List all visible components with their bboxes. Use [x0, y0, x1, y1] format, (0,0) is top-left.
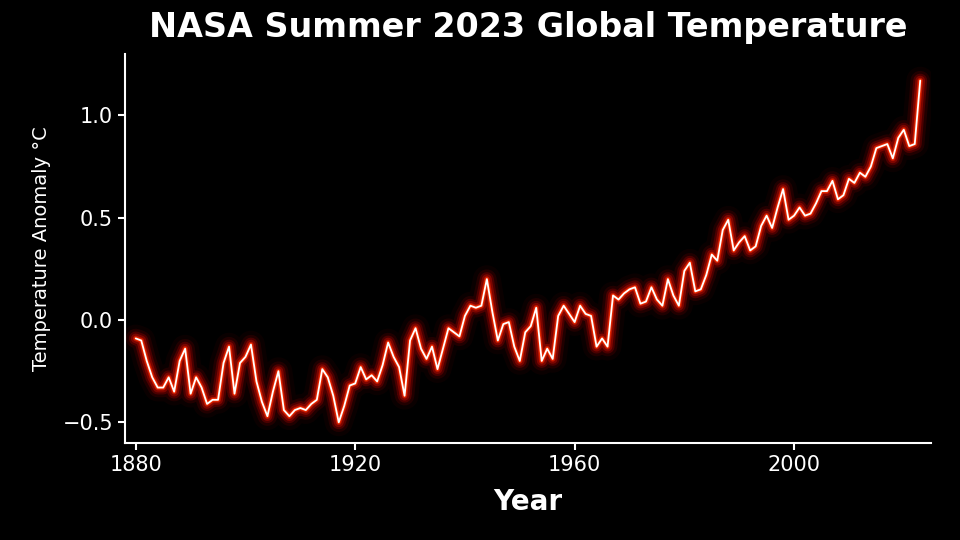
Title: NASA Summer 2023 Global Temperature: NASA Summer 2023 Global Temperature	[149, 11, 907, 44]
Y-axis label: Temperature Anomaly °C: Temperature Anomaly °C	[33, 126, 51, 371]
X-axis label: Year: Year	[493, 489, 563, 516]
